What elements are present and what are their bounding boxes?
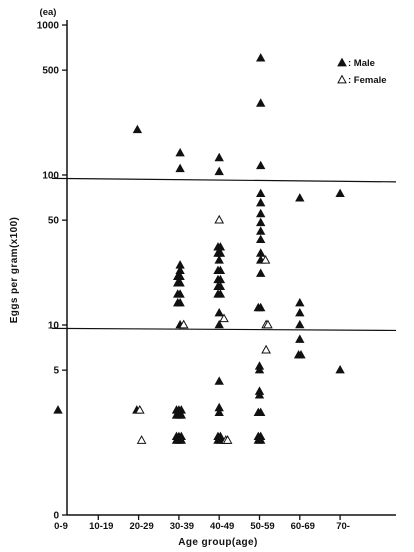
x-tick-label: 50-59 — [250, 521, 274, 532]
y-tick-label: 100 — [42, 171, 59, 182]
male-point — [215, 265, 226, 275]
x-tick-label: 0-9 — [54, 521, 68, 532]
male-point — [256, 217, 266, 227]
x-tick-label: 60-69 — [291, 521, 315, 532]
y-axis: (ea) Eggs per gram(x100) — [9, 7, 68, 515]
x-ticks: 0-9 10-19 20-29 30-39 40-49 50-59 60-69 70- — [54, 515, 350, 532]
y-tick-label: 10 — [48, 321, 60, 332]
legend: : Male : Female — [337, 57, 387, 86]
male-point — [214, 407, 224, 417]
x-axis: Age group(age) — [67, 514, 396, 548]
x-tick-label: 10-19 — [89, 521, 113, 532]
male-point — [175, 278, 185, 287]
x-tick-label: 30-39 — [170, 521, 194, 532]
male-point — [256, 435, 266, 444]
male-point — [53, 405, 63, 414]
female-point — [263, 319, 273, 329]
male-point — [175, 289, 185, 298]
male-point — [176, 435, 186, 444]
male-point — [215, 248, 226, 257]
male-point — [295, 297, 305, 307]
male-point — [295, 307, 305, 317]
legend-female-marker — [337, 74, 347, 84]
female-point — [136, 435, 147, 444]
legend-male-marker — [337, 57, 347, 67]
male-point — [256, 197, 266, 207]
y-tick-label: 1000 — [37, 21, 60, 32]
female-point — [178, 319, 189, 329]
y-tick-label: 500 — [42, 66, 59, 77]
legend-female-label: : Female — [348, 75, 387, 86]
reference-line-upper — [51, 177, 397, 183]
reference-lines — [51, 177, 397, 332]
y-tick-label: 5 — [53, 366, 59, 377]
x-tick-label: 40-49 — [210, 521, 234, 532]
male-point — [335, 188, 345, 198]
female-point — [219, 313, 229, 323]
x-tick-label: 70- — [336, 521, 350, 532]
data-points — [53, 53, 345, 444]
male-point — [256, 53, 266, 62]
male-point — [256, 268, 266, 277]
male-point — [254, 365, 265, 374]
male-point — [214, 166, 224, 176]
female-point — [214, 214, 225, 224]
male-point — [175, 297, 185, 307]
male-point — [176, 410, 186, 419]
male-point — [256, 302, 266, 312]
male-point — [256, 226, 266, 235]
y-tick-label: 50 — [48, 216, 60, 227]
female-point — [222, 435, 233, 444]
male-point — [214, 152, 224, 162]
male-point — [256, 98, 266, 107]
male-point — [295, 334, 305, 343]
x-tick-label: 20-29 — [129, 521, 153, 532]
male-point — [175, 163, 185, 173]
male-point — [214, 255, 224, 264]
male-point — [254, 390, 265, 399]
male-point — [132, 124, 143, 134]
y-unit-label: (ea) — [40, 7, 57, 18]
male-point — [295, 193, 305, 202]
female-point — [261, 344, 271, 354]
male-point — [214, 319, 224, 329]
legend-male-label: : Male — [348, 58, 375, 69]
male-point — [296, 349, 306, 359]
reference-line-lower — [51, 327, 397, 332]
male-point — [256, 208, 266, 218]
male-point — [214, 307, 224, 317]
male-point — [256, 234, 266, 244]
male-point — [214, 376, 224, 385]
male-point — [256, 188, 266, 198]
y-axis-label: Eggs per gram(x100) — [9, 217, 20, 324]
x-axis-label: Age group(age) — [178, 537, 258, 548]
male-point — [295, 319, 305, 329]
female-point — [134, 404, 145, 414]
female-point — [260, 254, 271, 264]
male-point — [256, 407, 266, 417]
male-point — [215, 289, 226, 298]
male-point — [335, 365, 345, 374]
male-point — [256, 160, 266, 170]
male-point — [175, 147, 185, 157]
y-tick-label: 0 — [53, 511, 59, 522]
